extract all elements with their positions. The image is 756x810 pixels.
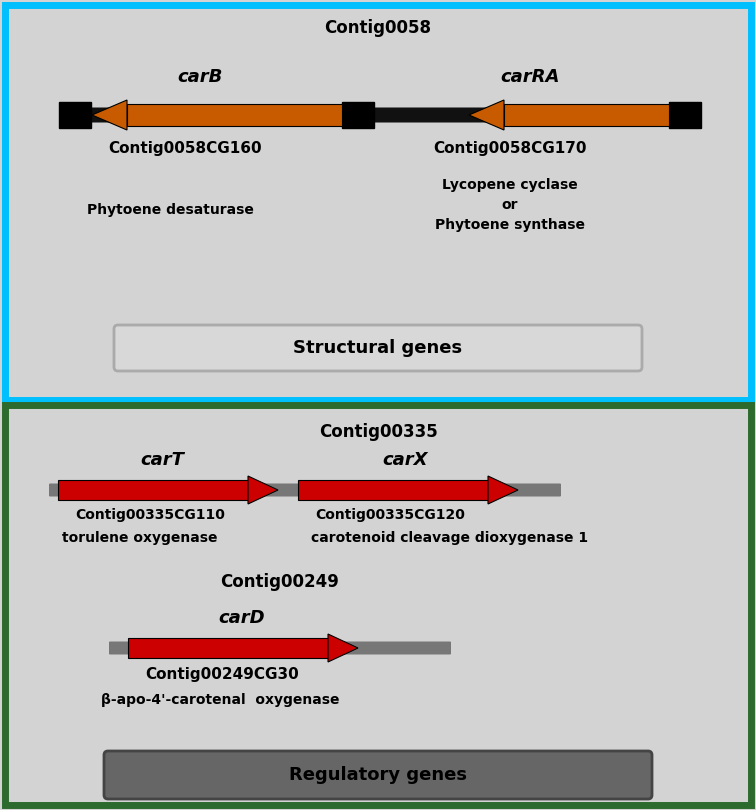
- Text: carotenoid cleavage dioxygenase 1: carotenoid cleavage dioxygenase 1: [311, 531, 589, 545]
- Text: Contig0058CG170: Contig0058CG170: [433, 140, 587, 156]
- Text: Regulatory genes: Regulatory genes: [289, 766, 467, 784]
- Polygon shape: [469, 100, 504, 130]
- Polygon shape: [328, 634, 358, 662]
- Text: Contig00335: Contig00335: [318, 423, 438, 441]
- Text: carB: carB: [178, 68, 223, 86]
- FancyBboxPatch shape: [49, 484, 561, 497]
- Bar: [342, 102, 374, 128]
- FancyBboxPatch shape: [109, 642, 451, 654]
- Text: β-apo-4'-carotenal  oxygenase: β-apo-4'-carotenal oxygenase: [101, 693, 339, 707]
- Text: Structural genes: Structural genes: [293, 339, 463, 357]
- Bar: [504, 104, 669, 126]
- Bar: [127, 104, 342, 126]
- Text: Contig0058CG160: Contig0058CG160: [108, 140, 262, 156]
- Text: Contig00249CG30: Contig00249CG30: [145, 667, 299, 683]
- Bar: [59, 102, 91, 128]
- Text: Contig0058: Contig0058: [324, 19, 432, 37]
- FancyBboxPatch shape: [59, 108, 701, 122]
- FancyBboxPatch shape: [5, 405, 751, 805]
- Text: Contig00249: Contig00249: [221, 573, 339, 591]
- Polygon shape: [92, 100, 127, 130]
- Bar: [669, 102, 701, 128]
- FancyBboxPatch shape: [104, 751, 652, 799]
- Text: carX: carX: [383, 451, 428, 469]
- Polygon shape: [488, 476, 518, 504]
- Bar: [58, 480, 248, 500]
- Bar: [298, 480, 488, 500]
- Text: Contig00335CG120: Contig00335CG120: [315, 508, 465, 522]
- Polygon shape: [248, 476, 278, 504]
- Text: Phytoene desaturase: Phytoene desaturase: [87, 203, 253, 217]
- Text: torulene oxygenase: torulene oxygenase: [62, 531, 218, 545]
- Text: carRA: carRA: [500, 68, 559, 86]
- Text: Lycopene cyclase
or
Phytoene synthase: Lycopene cyclase or Phytoene synthase: [435, 178, 585, 232]
- Text: Contig00335CG110: Contig00335CG110: [75, 508, 225, 522]
- Text: carD: carD: [218, 609, 265, 627]
- FancyBboxPatch shape: [114, 325, 642, 371]
- Text: carT: carT: [140, 451, 184, 469]
- Bar: [128, 638, 328, 658]
- FancyBboxPatch shape: [5, 5, 751, 400]
